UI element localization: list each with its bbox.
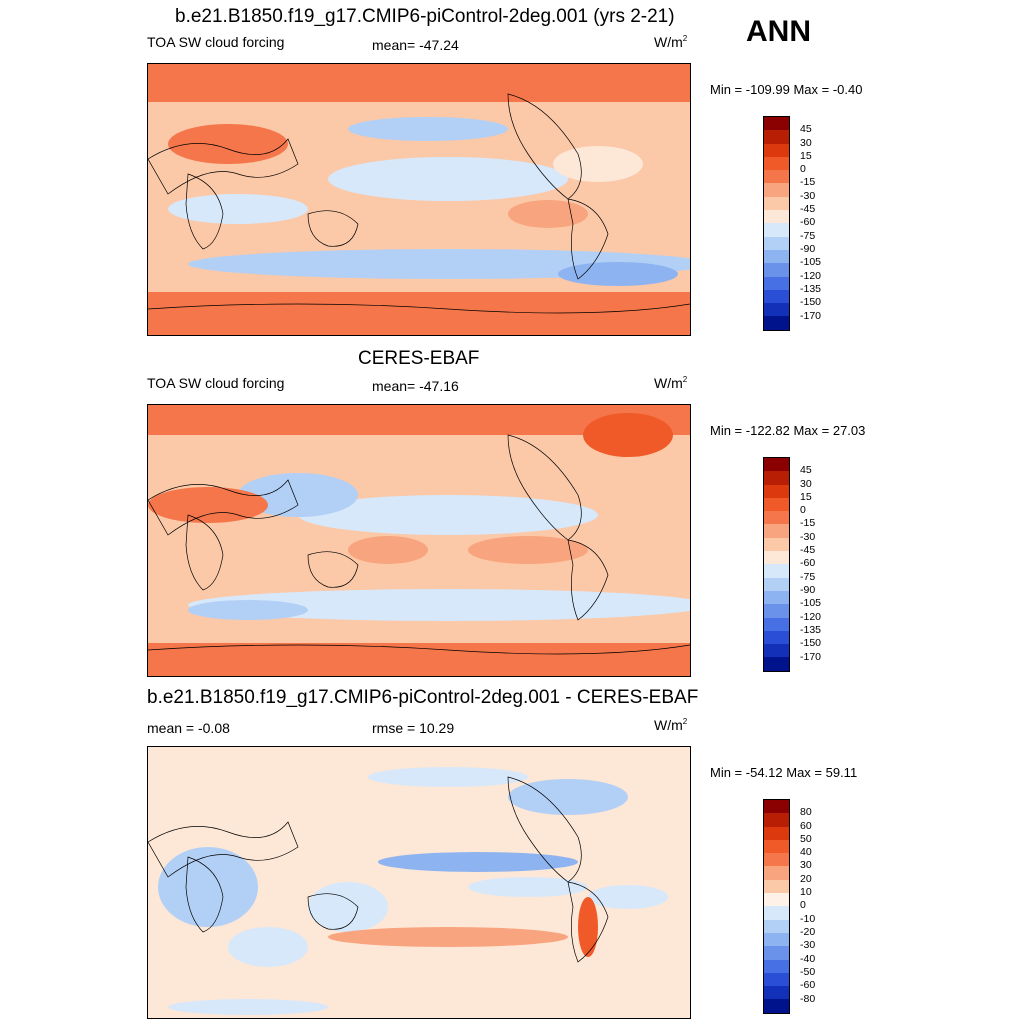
panel-3-colorbar-label: 50 [800,833,812,845]
panel-1-minmax: Min = -109.99 Max = -0.40 [710,82,863,97]
panel-1-colorbar-label: -90 [800,243,816,255]
panel-2-colorbar-label: -30 [800,531,816,543]
panel-3-minmax: Min = -54.12 Max = 59.11 [710,765,858,780]
panel-3-colorbar-label: -60 [800,979,816,991]
panel-3-colorbar [763,799,790,1014]
panel-1-map [147,63,691,336]
panel-2-colorbar-label: -150 [800,637,822,649]
panel-2-mean-label: mean= -47.16 [372,378,459,394]
panel-1-colorbar-label: -105 [800,256,822,268]
panel-2-variable-label: TOA SW cloud forcing [147,375,285,391]
panel-1-colorbar-label: 30 [800,137,812,149]
panel-1-colorbar-label: 15 [800,150,812,162]
panel-1-colorbar-label: -75 [800,230,816,242]
panel-3-colorbar-label: -80 [800,993,816,1005]
panel-1-colorbar-label: -45 [800,203,816,215]
panel-3-colorbar-label: -30 [800,939,816,951]
panel-1-colorbar-label: 45 [800,123,812,135]
panel-2-colorbar-label: 30 [800,478,812,490]
panel-1-colorbar-label: 0 [800,163,806,175]
panel-3-colorbar-label: 30 [800,859,812,871]
panel-3-rmse-label: rmse = 10.29 [372,720,455,736]
panel-2-colorbar-label: 15 [800,491,812,503]
panel-2-colorbar-label: -45 [800,544,816,556]
panel-3-colorbar-label: 10 [800,886,812,898]
panel-2-title: CERES-EBAF [358,348,480,369]
panel-1-title: b.e21.B1850.f19_g17.CMIP6-piControl-2deg… [175,6,675,27]
panel-2-map [147,404,691,677]
panel-2-colorbar-label: -170 [800,651,822,663]
panel-1-mean-label: mean= -47.24 [372,37,459,53]
panel-3-colorbar-label: 60 [800,820,812,832]
panel-1-colorbar-label: -150 [800,296,822,308]
panel-3-colorbar-label: 20 [800,873,812,885]
panel-1-colorbar-label: -120 [800,270,822,282]
panel-2-colorbar-label: -135 [800,624,822,636]
panel-2-colorbar-label: -60 [800,557,816,569]
panel-2-units: W/m2 [654,375,688,391]
panel-2-colorbar-label: -15 [800,517,816,529]
panel-3-colorbar-label: -20 [800,926,816,938]
panel-1-units: W/m2 [654,34,688,50]
panel-3-map [147,746,691,1019]
panel-3-units: W/m2 [654,717,688,733]
panel-3-title: b.e21.B1850.f19_g17.CMIP6-piControl-2deg… [147,687,699,708]
panel-2-colorbar-label: -75 [800,571,816,583]
panel-3-colorbar-label: 40 [800,846,812,858]
panel-1-variable-label: TOA SW cloud forcing [147,34,285,50]
panel-3-mean-label: mean = -0.08 [147,720,230,736]
panel-2-minmax: Min = -122.82 Max = 27.03 [710,423,866,438]
panel-1-colorbar [763,116,790,331]
panel-3-colorbar-label: -50 [800,966,816,978]
panel-3-colorbar-label: 80 [800,806,812,818]
panel-3-colorbar-label: 0 [800,899,806,911]
panel-1-colorbar-label: -135 [800,283,822,295]
panel-3-colorbar-label: -10 [800,913,816,925]
panel-2-colorbar-label: 0 [800,504,806,516]
season-label: ANN [746,15,811,48]
panel-3-colorbar-label: -40 [800,953,816,965]
panel-1-colorbar-label: -30 [800,190,816,202]
panel-2-colorbar-label: -120 [800,611,822,623]
panel-2-colorbar-label: 45 [800,464,812,476]
panel-2-colorbar [763,457,790,672]
panel-2-colorbar-label: -90 [800,584,816,596]
panel-1-colorbar-label: -15 [800,176,816,188]
panel-1-colorbar-label: -170 [800,310,822,322]
panel-2-colorbar-label: -105 [800,597,822,609]
panel-1-colorbar-label: -60 [800,216,816,228]
